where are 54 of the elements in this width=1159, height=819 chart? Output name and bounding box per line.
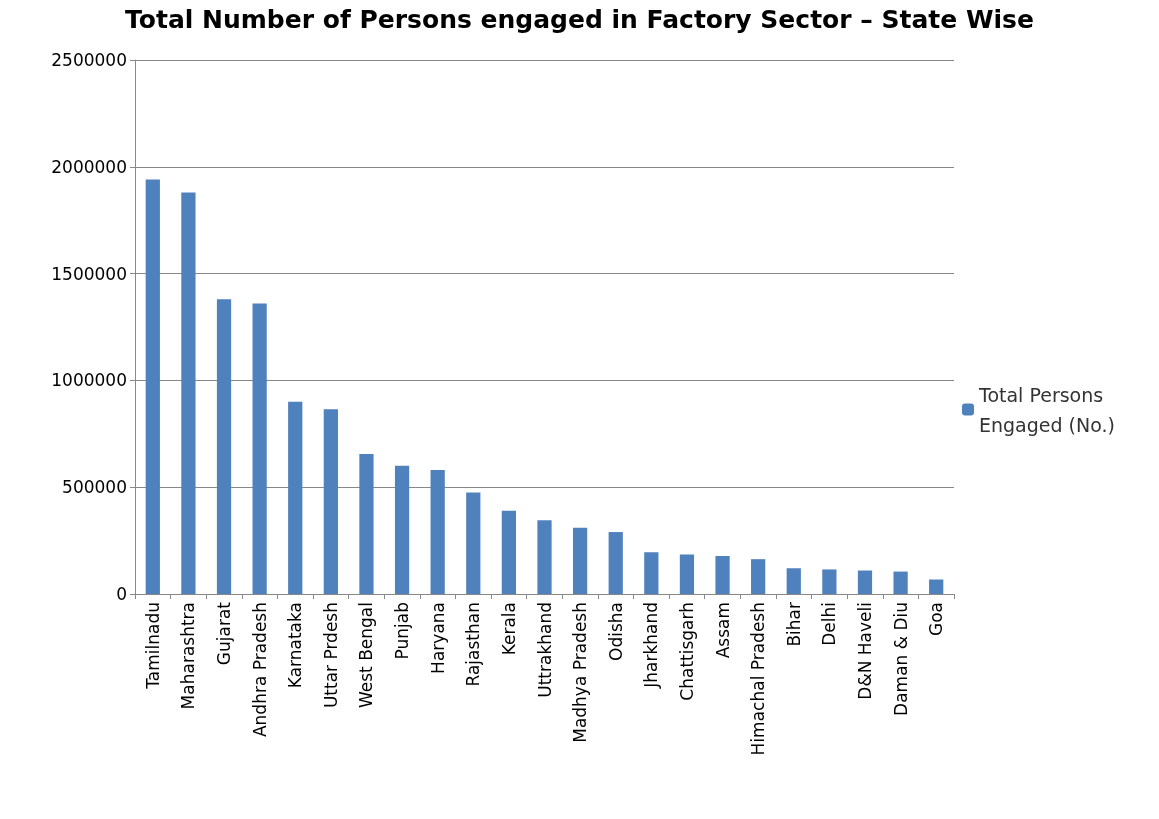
x-tick-label: Madhya Pradesh <box>570 602 591 743</box>
x-tick-label: Karnataka <box>285 602 306 689</box>
bar <box>786 568 801 594</box>
x-tick-label: West Bengal <box>356 602 377 709</box>
bar <box>929 579 944 594</box>
y-tick-label: 0 <box>116 584 127 604</box>
x-tick-label: Kerala <box>498 602 519 656</box>
x-tick-label: Punjab <box>392 602 413 660</box>
bar <box>537 520 552 594</box>
bar <box>181 192 196 594</box>
x-tick-label: Uttar Prdesh <box>320 602 341 709</box>
y-tick-label: 2000000 <box>51 156 127 177</box>
bar <box>252 303 267 594</box>
bar <box>572 527 588 594</box>
x-tick-label: Gujarat <box>214 601 235 666</box>
x-tick-label: Rajasthan <box>463 602 484 687</box>
bar <box>608 532 623 594</box>
bar <box>893 571 908 594</box>
bar <box>216 299 232 594</box>
bar <box>822 569 837 594</box>
legend-label: Total Persons Engaged (No.) <box>978 383 1115 436</box>
bar <box>857 570 873 594</box>
x-tick-label: Uttrakhand <box>534 602 555 698</box>
bar <box>679 554 695 594</box>
y-tick-label: 2500000 <box>51 50 127 70</box>
x-tick-label: Delhi <box>819 602 840 646</box>
x-tick-label: Haryana <box>427 602 448 674</box>
x-tick-label: Bihar <box>783 602 804 647</box>
bar <box>466 492 481 594</box>
y-tick-label: 1000000 <box>51 370 127 391</box>
x-tick-label: Andhra Pradesh <box>249 602 270 738</box>
y-tick-label: 500000 <box>62 477 127 498</box>
x-tick-label: Odisha <box>605 602 626 661</box>
x-tick-label: Maharashtra <box>178 602 199 710</box>
bar <box>323 409 338 594</box>
bar <box>359 454 374 594</box>
chart-title: Total Number of Persons engaged in Factory Sector – State Wise <box>125 5 1034 34</box>
bar <box>751 559 766 594</box>
bar <box>430 470 445 594</box>
bar <box>644 552 659 594</box>
x-tick-label: Assam <box>712 602 733 659</box>
bar <box>288 401 303 594</box>
bar <box>715 555 730 594</box>
x-tick-label: Goa <box>926 602 947 636</box>
x-tick-label: Jharkhand <box>641 602 662 689</box>
y-tick-label: 1500000 <box>51 263 127 284</box>
x-tick-label: Himachal Pradesh <box>748 602 769 756</box>
bar <box>145 179 160 594</box>
x-tick-label: D&N Haveli <box>854 602 875 700</box>
bar <box>501 510 517 594</box>
x-tick-label: Chattisgarh <box>676 602 697 701</box>
bar <box>394 465 410 594</box>
x-tick-label: Tamilnadu <box>142 602 163 690</box>
x-tick-label: Daman & Diu <box>890 602 911 716</box>
